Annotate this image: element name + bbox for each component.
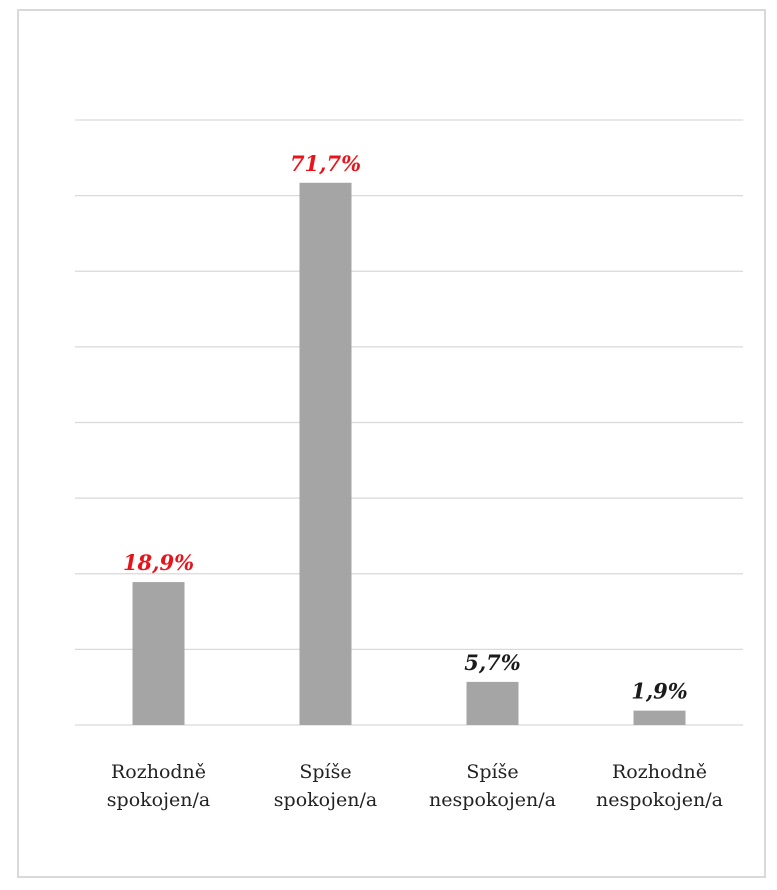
bar (132, 582, 185, 725)
category-label: nespokojen/a (596, 789, 723, 811)
category-label: Rozhodně (612, 761, 707, 783)
category-label: spokojen/a (107, 789, 210, 811)
category-label: Spíše (299, 761, 351, 783)
bar (299, 182, 352, 726)
bar (466, 681, 519, 725)
data-label: 18,9% (123, 550, 194, 575)
category-label: spokojen/a (274, 789, 377, 811)
category-label: Rozhodně (111, 761, 206, 783)
data-label: 71,7% (290, 151, 361, 176)
chart-frame (17, 9, 766, 878)
bar (633, 710, 686, 725)
data-label: 5,7% (464, 650, 521, 675)
category-label: nespokojen/a (429, 789, 556, 811)
category-label: Spíše (466, 761, 518, 783)
data-label: 1,9% (631, 679, 688, 704)
